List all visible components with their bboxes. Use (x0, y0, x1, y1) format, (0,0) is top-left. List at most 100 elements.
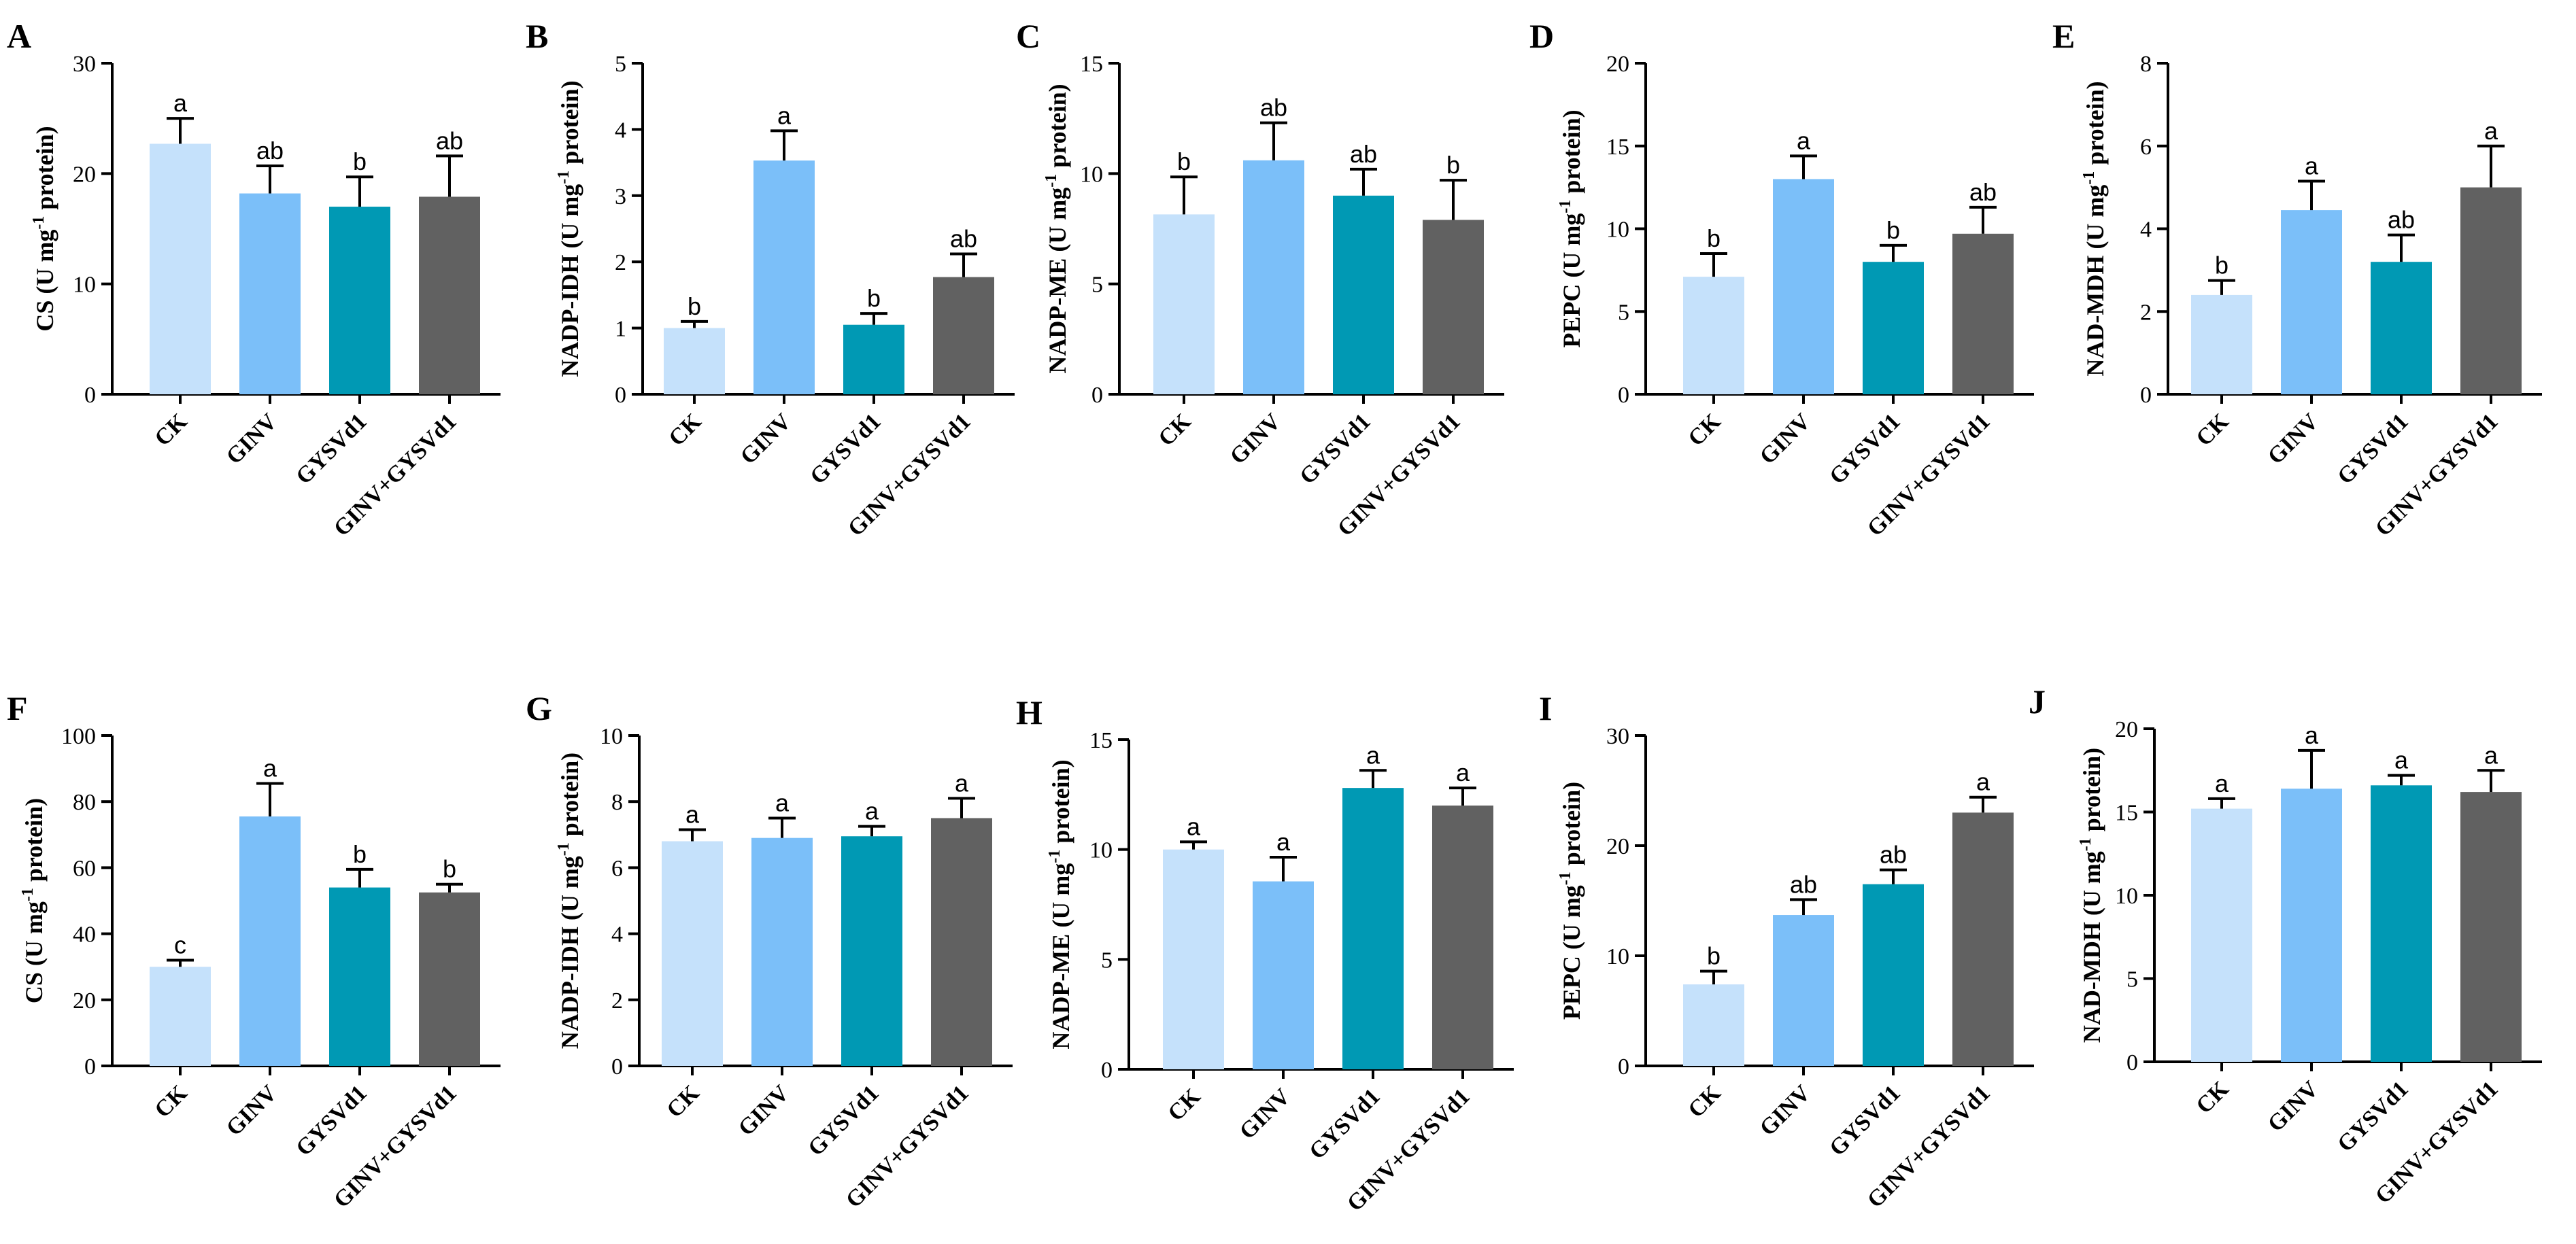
y-tick-label: 10 (73, 273, 96, 298)
x-category-label: GINV (1235, 1084, 1295, 1144)
y-axis-label: CS (U mg-1 protein) (19, 798, 48, 1003)
bar-G-GYSVd1 (841, 836, 902, 1066)
bar-F-GYSVd1 (329, 887, 390, 1066)
y-axis-label-sup: -1 (1557, 871, 1574, 885)
y-axis-label-main: CS (U mg (20, 901, 48, 1003)
y-tick-label: 5 (1091, 273, 1103, 298)
panel-letter: D (1529, 17, 1554, 55)
x-category-label: CK (1683, 1080, 1726, 1123)
bar-B-CK (664, 328, 725, 394)
significance-label: a (2394, 746, 2409, 774)
chart-panel-J: J 0 5 10 15 20 NAD-MDH (U mg-1 protein) a CK a GIN… (2029, 683, 2542, 1209)
bar-D-CK (1683, 277, 1744, 394)
y-tick-label: 8 (611, 790, 623, 815)
significance-label: a (955, 769, 969, 797)
bar-I-GINV (1773, 915, 1834, 1066)
chart-panel-H: H 0 5 10 15 NADP-ME (U mg-1 protein) a CK a GINV a… (1016, 693, 1514, 1216)
bar-B-GINV (753, 160, 815, 395)
y-axis-label-sup: -1 (2080, 171, 2098, 185)
y-axis-label-main: NADP-ME (U mg (1044, 188, 1071, 374)
y-axis-label: CS (U mg-1 protein) (30, 126, 58, 331)
bar-E-GINV+GYSVd1 (2460, 187, 2522, 394)
x-category-label: CK (664, 409, 707, 451)
significance-label: a (2305, 721, 2319, 749)
y-tick-label: 0 (84, 1054, 96, 1079)
bar-F-GINV (239, 816, 301, 1066)
panel-letter: A (7, 17, 31, 55)
x-category-label: GYSVd1 (803, 1080, 883, 1160)
significance-label: b (688, 292, 701, 320)
bar-J-GINV+GYSVd1 (2460, 792, 2522, 1062)
bar-J-GINV (2281, 789, 2342, 1062)
bar-C-GYSVd1 (1333, 195, 1394, 394)
y-tick-label: 30 (73, 52, 96, 77)
significance-label: ab (1969, 178, 1997, 206)
bar-C-GINV (1243, 160, 1304, 394)
x-category-label: GINV (734, 1080, 794, 1141)
bar-D-GINV (1773, 179, 1834, 394)
y-axis-label-end: protein) (20, 798, 48, 888)
y-axis-label-main: PEPC (U mg (1558, 885, 1585, 1020)
x-category-label: GINV (2263, 409, 2324, 469)
y-tick-label: 0 (611, 1054, 623, 1079)
bar-H-GINV+GYSVd1 (1432, 806, 1493, 1069)
significance-label: a (2484, 741, 2498, 769)
significance-label: ab (950, 225, 977, 253)
y-tick-label: 15 (1606, 135, 1629, 160)
panel-letter: H (1016, 693, 1043, 731)
bar-H-CK (1163, 849, 1224, 1069)
y-axis-label-sup: -1 (19, 888, 37, 901)
y-tick-label: 0 (2126, 1050, 2138, 1075)
y-tick-label: 10 (1606, 944, 1629, 969)
significance-label: a (1456, 759, 1470, 787)
x-category-label: GINV (736, 409, 796, 469)
bar-C-CK (1153, 214, 1215, 394)
x-category-label: GYSVd1 (1825, 409, 1905, 489)
y-tick-label: 2 (611, 988, 623, 1014)
y-tick-label: 5 (615, 52, 626, 77)
significance-label: b (1707, 942, 1721, 970)
y-tick-label: 5 (1618, 300, 1629, 325)
panel-letter: E (2052, 17, 2075, 55)
y-tick-label: 3 (615, 184, 626, 209)
y-tick-label: 20 (73, 988, 96, 1014)
y-axis-label-sup: -1 (1043, 174, 1060, 188)
y-axis-label-sup: -1 (2077, 837, 2095, 851)
significance-label: a (1797, 126, 1811, 154)
significance-label: c (174, 931, 186, 958)
y-tick-label: 0 (1091, 383, 1103, 408)
chart-panel-E: E 0 2 4 6 8 NAD-MDH (U mg-1 protein) b CK a GINV ab… (2052, 17, 2542, 541)
y-tick-label: 4 (615, 118, 626, 143)
significance-label: a (777, 101, 792, 129)
significance-label: ab (2388, 206, 2415, 234)
significance-label: b (1707, 224, 1721, 252)
y-tick-label: 8 (2140, 52, 2152, 77)
y-axis-label: NAD-MDH (U mg-1 protein) (2077, 748, 2105, 1043)
y-tick-label: 20 (73, 162, 96, 187)
bar-H-GINV (1253, 881, 1314, 1069)
significance-label: b (867, 284, 881, 312)
significance-label: b (443, 855, 456, 883)
significance-label: a (173, 89, 188, 117)
bar-G-GINV (751, 837, 813, 1066)
panel-letter: C (1016, 17, 1040, 55)
y-tick-label: 80 (73, 790, 96, 815)
x-category-label: CK (150, 1080, 192, 1123)
y-axis-label-sup: -1 (555, 171, 573, 184)
bar-J-GYSVd1 (2371, 785, 2432, 1062)
x-category-label: GYSVd1 (2333, 409, 2413, 489)
x-category-label: GYSVd1 (1304, 1084, 1385, 1164)
y-axis-label-end: protein) (1558, 109, 1585, 199)
panel-letter: B (526, 17, 548, 55)
y-axis-label-main: NAD-MDH (U mg (2078, 851, 2105, 1043)
panel-letter: G (526, 689, 552, 727)
y-tick-label: 10 (1080, 162, 1103, 187)
significance-label: ab (436, 126, 463, 154)
y-axis-label: NADP-ME (U mg-1 protein) (1043, 84, 1071, 373)
x-category-label: CK (2191, 409, 2234, 451)
significance-label: b (353, 148, 367, 175)
y-axis-label-end: protein) (2078, 748, 2105, 837)
y-axis-label: NAD-MDH (U mg-1 protein) (2080, 81, 2109, 376)
y-tick-label: 2 (2140, 300, 2152, 325)
